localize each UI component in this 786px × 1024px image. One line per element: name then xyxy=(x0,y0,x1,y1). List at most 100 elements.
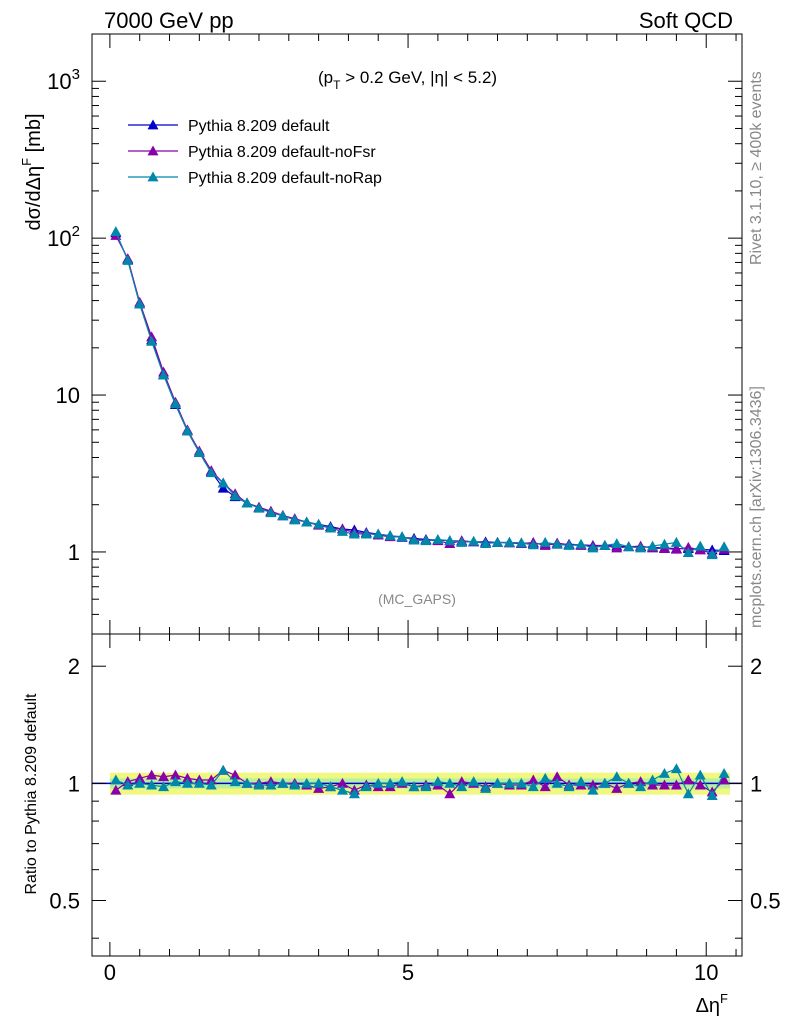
data-point xyxy=(670,543,682,554)
main-y-tick-label-base: 10 xyxy=(47,69,71,94)
ratio-data-point xyxy=(587,784,599,795)
ratio-data-point xyxy=(336,777,348,788)
ratio-data-point xyxy=(670,763,682,774)
data-point xyxy=(169,398,181,409)
ratio-data-point xyxy=(492,777,504,788)
cut-label-open: (p xyxy=(318,68,333,87)
data-point xyxy=(551,538,563,549)
data-point xyxy=(647,540,659,551)
ratio-data-point xyxy=(265,779,277,790)
ratio-data-point xyxy=(205,779,217,790)
ratio-data-point xyxy=(193,777,205,788)
ratio-data-point xyxy=(158,771,170,782)
ratio-data-point xyxy=(539,781,551,792)
ratio-data-point xyxy=(718,768,730,778)
ratio-data-point xyxy=(360,781,372,792)
legend-label: Pythia 8.209 default-noFsr xyxy=(188,144,376,161)
data-point xyxy=(229,490,241,501)
header-left: 7000 GeV pp xyxy=(104,8,234,33)
data-point xyxy=(670,536,682,547)
ratio-data-point xyxy=(229,769,241,780)
ratio-data-point xyxy=(158,781,170,792)
data-point xyxy=(420,535,432,546)
data-point xyxy=(265,507,277,518)
ratio-data-point xyxy=(181,777,193,788)
data-point xyxy=(587,542,599,553)
ratio-series-line xyxy=(115,769,725,795)
y-axis-label-ratio: Ratio to Pythia 8.209 default xyxy=(23,693,40,895)
x-axis-label-sup: F xyxy=(720,991,728,1006)
data-point xyxy=(456,536,468,547)
ratio-data-point xyxy=(670,779,682,790)
ratio-data-point xyxy=(480,782,492,793)
ratio-data-point xyxy=(647,779,659,790)
data-point xyxy=(217,477,229,488)
main-y-tick-label-base: 10 xyxy=(47,226,71,251)
data-point xyxy=(539,536,551,547)
ratio-data-point xyxy=(635,776,647,787)
data-point xyxy=(396,531,408,542)
data-point xyxy=(110,226,122,237)
data-point xyxy=(563,539,575,550)
data-point xyxy=(635,542,647,553)
data-point xyxy=(348,528,360,539)
series-line xyxy=(115,231,725,556)
ratio-y-tick-label: 1 xyxy=(68,771,80,796)
ratio-y-tick-label-right: 1 xyxy=(750,771,762,796)
x-axis-label-base: Δη xyxy=(696,995,720,1017)
data-point xyxy=(325,522,337,533)
main-series xyxy=(110,226,730,560)
data-point xyxy=(134,298,146,309)
ratio-data-point xyxy=(420,781,432,792)
ratio-data-point xyxy=(563,781,575,792)
ratio-data-point xyxy=(444,788,456,799)
series-line xyxy=(115,232,725,552)
data-point xyxy=(623,541,635,552)
ratio-data-point xyxy=(134,777,146,788)
data-point xyxy=(241,497,253,508)
ratio-data-point xyxy=(336,784,348,795)
data-point xyxy=(277,510,289,521)
ratio-ticks: 0.5 0.5 1 1 2 2 0 5 10 xyxy=(49,634,781,985)
y-axis-label-main: dσ/dΔηF [mb] xyxy=(19,113,45,230)
cut-label: (pT > 0.2 GeV, |η| < 5.2) xyxy=(318,68,497,92)
ratio-data-point xyxy=(289,779,301,790)
data-point xyxy=(301,516,313,527)
data-point xyxy=(468,535,480,546)
main-y-tick-label: 102 xyxy=(47,223,80,251)
ratio-series-line xyxy=(115,768,725,797)
data-point xyxy=(432,534,444,544)
main-y-tick-label: 103 xyxy=(47,66,80,94)
data-point xyxy=(384,530,396,541)
legend: Pythia 8.209 default Pythia 8.209 default… xyxy=(128,118,382,187)
header-right: Soft QCD xyxy=(639,8,733,33)
ratio-data-point xyxy=(396,776,408,787)
data-point xyxy=(205,467,217,478)
data-point xyxy=(289,514,301,525)
data-point xyxy=(408,534,420,545)
y-axis-label-main-sup: F xyxy=(19,158,34,166)
ratio-data-point xyxy=(635,781,647,792)
y-axis-label-main-unit: [mb] xyxy=(23,113,45,157)
mcplots-label: mcplots.cern.ch [arXiv:1306.3436] xyxy=(748,386,765,628)
ratio-data-point xyxy=(301,777,313,788)
ratio-y-tick-label: 0.5 xyxy=(49,888,80,913)
ratio-data-point xyxy=(372,777,384,788)
ratio-data-point xyxy=(134,772,146,783)
x-axis-label: ΔηF xyxy=(696,991,728,1017)
ratio-series xyxy=(110,763,730,801)
cut-label-sub: T xyxy=(333,78,341,92)
data-point xyxy=(527,539,539,550)
data-point xyxy=(336,526,348,536)
ratio-data-point xyxy=(408,781,420,792)
ratio-data-point xyxy=(241,777,253,788)
data-point xyxy=(444,535,456,546)
ratio-data-point xyxy=(253,779,265,790)
ratio-data-point xyxy=(623,777,635,788)
ratio-data-point xyxy=(527,774,539,785)
data-point xyxy=(193,447,205,457)
watermark: (MC_GAPS) xyxy=(378,591,456,607)
ratio-data-point xyxy=(456,781,468,792)
